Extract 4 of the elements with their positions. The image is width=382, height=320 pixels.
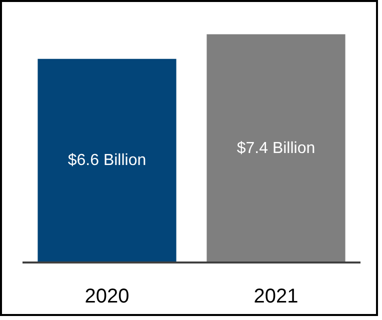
x-tick-label: 2021 [254,286,298,308]
x-tick-label: 2020 [84,286,130,308]
data-label: $7.4 Billion [236,140,316,157]
data-label: $6.6 Billion [68,152,146,170]
